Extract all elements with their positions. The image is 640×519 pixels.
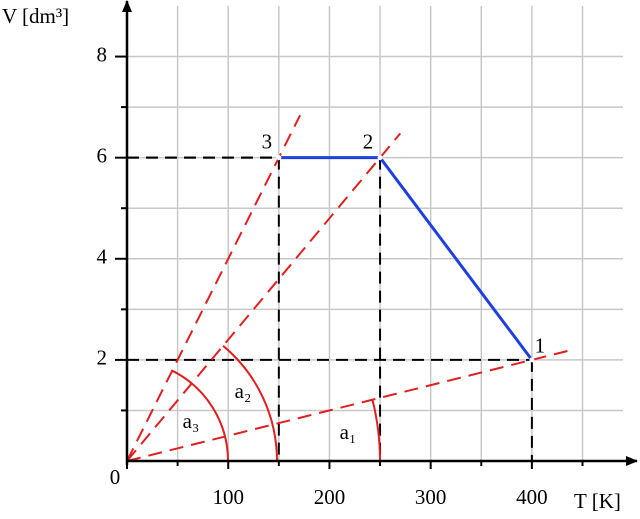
y-tick-label: 2 (97, 346, 108, 370)
point-label: 1 (535, 334, 546, 358)
x-tick-label: 400 (516, 485, 548, 509)
x-tick-label: 200 (314, 485, 346, 509)
state-point (529, 357, 535, 363)
x-tick-label: 0 (110, 465, 121, 489)
point-label: 3 (262, 129, 273, 153)
y-tick-label: 8 (97, 42, 108, 66)
angle-label: a₁ (340, 420, 357, 444)
y-axis-label: V [dm³] (2, 4, 69, 28)
x-tick-label: 300 (415, 485, 447, 509)
angle-arc (222, 345, 278, 462)
angle-label: a₃ (183, 409, 200, 433)
angle-label: a₂ (235, 379, 252, 403)
x-tick-label: 100 (212, 485, 244, 509)
angle-arc (171, 369, 229, 462)
x-axis-label: T [K] (574, 489, 621, 513)
state-point (377, 155, 383, 161)
point-label: 2 (363, 129, 374, 153)
y-tick-label: 4 (97, 245, 108, 269)
guide-ray (126, 348, 573, 462)
state-point (276, 155, 282, 161)
plot: 0 100 200 300 400 2 4 6 8 a₁ a₂ a₃ 1 2 3 (97, 0, 638, 509)
angle-arc (371, 399, 381, 462)
guide-ray (126, 132, 402, 462)
y-tick-label: 6 (97, 143, 108, 167)
